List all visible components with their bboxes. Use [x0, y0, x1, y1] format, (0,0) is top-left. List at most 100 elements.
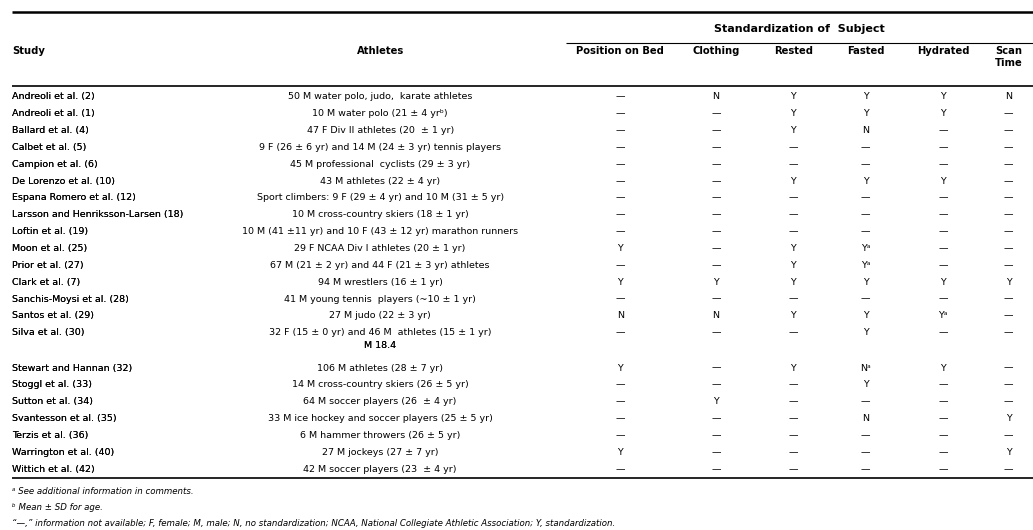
Text: Terzis et al. (36): Terzis et al. (36) — [12, 431, 89, 440]
Text: —: — — [711, 295, 721, 304]
Text: —: — — [788, 431, 799, 440]
Text: Y: Y — [790, 278, 796, 287]
Text: Y: Y — [940, 364, 946, 373]
Text: Y: Y — [790, 176, 796, 186]
Text: —: — — [711, 381, 721, 390]
Text: N: N — [1005, 92, 1012, 101]
Text: M 18.4: M 18.4 — [364, 341, 397, 350]
Text: Svantesson et al. (35): Svantesson et al. (35) — [12, 414, 117, 423]
Text: —: — — [711, 126, 721, 135]
Text: Athletes: Athletes — [356, 46, 404, 56]
Text: 94 M wrestlers (16 ± 1 yr): 94 M wrestlers (16 ± 1 yr) — [318, 278, 442, 287]
Text: Sutton et al. (34): Sutton et al. (34) — [12, 398, 93, 407]
Text: Prior et al. (27): Prior et al. (27) — [12, 261, 84, 270]
Text: Loftin et al. (19): Loftin et al. (19) — [12, 227, 89, 236]
Text: —: — — [711, 160, 721, 169]
Text: Sanchis-Moysi et al. (28): Sanchis-Moysi et al. (28) — [12, 295, 129, 304]
Text: 9 F (26 ± 6 yr) and 14 M (24 ± 3 yr) tennis players: 9 F (26 ± 6 yr) and 14 M (24 ± 3 yr) ten… — [259, 143, 501, 152]
Text: 6 M hammer throwers (26 ± 5 yr): 6 M hammer throwers (26 ± 5 yr) — [300, 431, 461, 440]
Text: —: — — [788, 328, 799, 337]
Text: —: — — [938, 261, 948, 270]
Text: Y: Y — [940, 278, 946, 287]
Text: —: — — [938, 244, 948, 253]
Text: 43 M athletes (22 ± 4 yr): 43 M athletes (22 ± 4 yr) — [320, 176, 440, 186]
Text: Terzis et al. (36): Terzis et al. (36) — [12, 431, 89, 440]
Text: —: — — [938, 465, 948, 474]
Text: —: — — [616, 176, 625, 186]
Text: —: — — [1004, 364, 1013, 373]
Text: Warrington et al. (40): Warrington et al. (40) — [12, 448, 115, 457]
Text: “—,” information not available; F, female; M, male; N, no standardization; NCAA,: “—,” information not available; F, femal… — [12, 519, 616, 528]
Text: —: — — [860, 160, 871, 169]
Text: M 18.4: M 18.4 — [364, 341, 397, 350]
Text: —: — — [711, 176, 721, 186]
Text: Y: Y — [863, 92, 869, 101]
Text: Sport climbers: 9 F (29 ± 4 yr) and 10 M (31 ± 5 yr): Sport climbers: 9 F (29 ± 4 yr) and 10 M… — [256, 193, 504, 202]
Text: —: — — [788, 193, 799, 202]
Text: —: — — [1004, 261, 1013, 270]
Text: De Lorenzo et al. (10): De Lorenzo et al. (10) — [12, 176, 116, 186]
Text: —: — — [1004, 465, 1013, 474]
Text: Larsson and Henriksson-Larsen (18): Larsson and Henriksson-Larsen (18) — [12, 210, 184, 219]
Text: ᵇ Mean ± SD for age.: ᵇ Mean ± SD for age. — [12, 503, 103, 512]
Text: —: — — [860, 431, 871, 440]
Text: Y: Y — [1006, 414, 1011, 423]
Text: 47 F Div II athletes (20  ± 1 yr): 47 F Div II athletes (20 ± 1 yr) — [307, 126, 453, 135]
Text: —: — — [1004, 431, 1013, 440]
Text: Calbet et al. (5): Calbet et al. (5) — [12, 143, 87, 152]
Text: Clark et al. (7): Clark et al. (7) — [12, 278, 81, 287]
Text: Fasted: Fasted — [847, 46, 884, 56]
Text: Y: Y — [618, 448, 623, 457]
Text: —: — — [1004, 244, 1013, 253]
Text: Standardization of  Subject: Standardization of Subject — [714, 24, 885, 34]
Text: —: — — [788, 295, 799, 304]
Text: —: — — [788, 227, 799, 236]
Text: 45 M professional  cyclists (29 ± 3 yr): 45 M professional cyclists (29 ± 3 yr) — [290, 160, 470, 169]
Text: Y: Y — [618, 278, 623, 287]
Text: Yᵃ: Yᵃ — [938, 312, 948, 320]
Text: 10 M water polo (21 ± 4 yrᵇ): 10 M water polo (21 ± 4 yrᵇ) — [312, 109, 448, 118]
Text: —: — — [1004, 126, 1013, 135]
Text: —: — — [711, 244, 721, 253]
Text: —: — — [1004, 227, 1013, 236]
Text: Campion et al. (6): Campion et al. (6) — [12, 160, 98, 169]
Text: —: — — [1004, 210, 1013, 219]
Text: Ballard et al. (4): Ballard et al. (4) — [12, 126, 89, 135]
Text: —: — — [711, 261, 721, 270]
Text: Svantesson et al. (35): Svantesson et al. (35) — [12, 414, 117, 423]
Text: 27 M judo (22 ± 3 yr): 27 M judo (22 ± 3 yr) — [330, 312, 431, 320]
Text: —: — — [1004, 176, 1013, 186]
Text: Sutton et al. (34): Sutton et al. (34) — [12, 398, 93, 407]
Text: Moon et al. (25): Moon et al. (25) — [12, 244, 88, 253]
Text: —: — — [616, 295, 625, 304]
Text: Y: Y — [618, 244, 623, 253]
Text: 10 M (41 ±11 yr) and 10 F (43 ± 12 yr) marathon runners: 10 M (41 ±11 yr) and 10 F (43 ± 12 yr) m… — [242, 227, 519, 236]
Text: —: — — [1004, 328, 1013, 337]
Text: —: — — [788, 381, 799, 390]
Text: N: N — [863, 126, 869, 135]
Text: —: — — [616, 414, 625, 423]
Text: 50 M water polo, judo,  karate athletes: 50 M water polo, judo, karate athletes — [288, 92, 472, 101]
Text: Clark et al. (7): Clark et al. (7) — [12, 278, 81, 287]
Text: Y: Y — [618, 364, 623, 373]
Text: —: — — [788, 465, 799, 474]
Text: Y: Y — [790, 261, 796, 270]
Text: N: N — [713, 92, 719, 101]
Text: De Lorenzo et al. (10): De Lorenzo et al. (10) — [12, 176, 116, 186]
Text: Y: Y — [713, 398, 719, 407]
Text: —: — — [938, 126, 948, 135]
Text: Warrington et al. (40): Warrington et al. (40) — [12, 448, 115, 457]
Text: Silva et al. (30): Silva et al. (30) — [12, 328, 85, 337]
Text: —: — — [938, 143, 948, 152]
Text: Y: Y — [940, 109, 946, 118]
Text: —: — — [938, 398, 948, 407]
Text: —: — — [788, 143, 799, 152]
Text: Loftin et al. (19): Loftin et al. (19) — [12, 227, 89, 236]
Text: Y: Y — [940, 92, 946, 101]
Text: —: — — [938, 381, 948, 390]
Text: —: — — [711, 414, 721, 423]
Text: —: — — [938, 431, 948, 440]
Text: —: — — [788, 448, 799, 457]
Text: 27 M jockeys (27 ± 7 yr): 27 M jockeys (27 ± 7 yr) — [322, 448, 438, 457]
Text: Campion et al. (6): Campion et al. (6) — [12, 160, 98, 169]
